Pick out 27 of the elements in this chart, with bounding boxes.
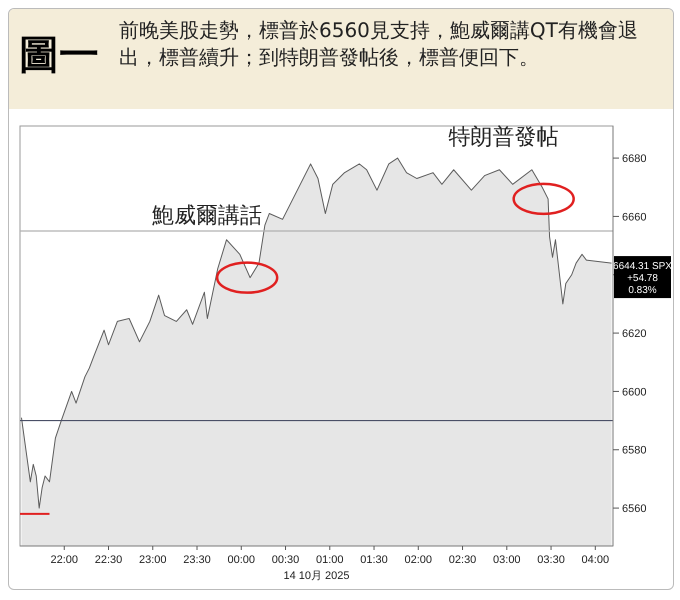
annotation: 特朗普發帖 bbox=[448, 124, 559, 150]
x-tick-label: 02:30 bbox=[448, 554, 476, 566]
x-tick-label: 01:00 bbox=[316, 554, 344, 566]
x-tick-label: 23:30 bbox=[183, 554, 211, 566]
x-tick-label: 03:30 bbox=[537, 554, 565, 566]
x-tick-label: 22:30 bbox=[94, 554, 122, 566]
x-tick-label: 02:00 bbox=[404, 554, 432, 566]
annotation: 鮑威爾講話 bbox=[152, 204, 262, 229]
y-tick-label: 6580 bbox=[622, 444, 646, 457]
x-tick-label: 04:00 bbox=[582, 554, 610, 566]
y-tick-label: 6680 bbox=[622, 152, 646, 165]
y-tick-label: 6600 bbox=[622, 386, 646, 398]
x-tick-label: 00:30 bbox=[272, 554, 300, 566]
x-axis-title: 14 10月 2025 bbox=[283, 570, 350, 582]
x-tick-label: 22:00 bbox=[50, 554, 78, 566]
y-tick-label: 6560 bbox=[622, 502, 646, 515]
x-tick-label: 23:00 bbox=[138, 554, 167, 566]
x-tick-label: 01:30 bbox=[360, 554, 388, 566]
x-tick-label: 00:00 bbox=[228, 554, 256, 566]
y-tick-label: 6660 bbox=[622, 211, 646, 224]
chart-title: 圖一 bbox=[19, 30, 99, 80]
x-tick-label: 03:00 bbox=[493, 554, 521, 566]
text: 0.83% bbox=[628, 285, 657, 296]
text: +54.78 bbox=[627, 273, 658, 284]
chart-subtitle: 前晚美股走勢，標普於6560見支持，鮑威爾講QT有機會退出，標普續升；到特朗普發帖後，標普便回下。 bbox=[119, 17, 639, 71]
y-tick-label: 6620 bbox=[622, 328, 646, 340]
text: 6644.31 SPX bbox=[613, 261, 672, 272]
